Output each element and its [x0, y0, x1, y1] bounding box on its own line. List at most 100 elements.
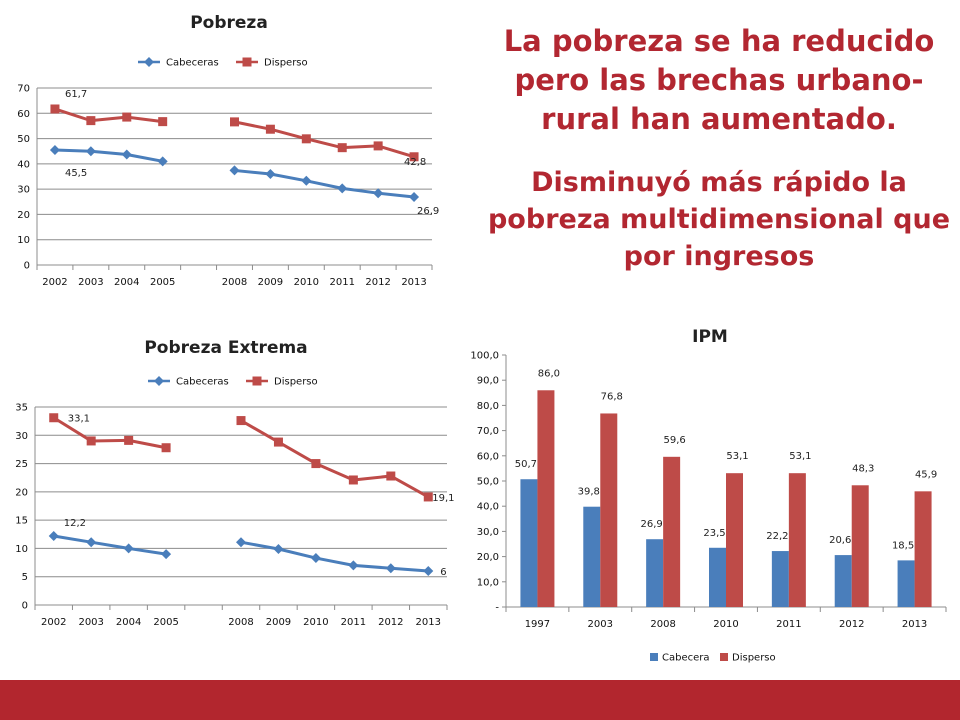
chart-title: Pobreza [190, 13, 268, 33]
series-line [54, 107, 163, 124]
data-point [49, 144, 60, 155]
x-tick-label: 2009 [258, 277, 283, 288]
x-tick-label: 2010 [294, 277, 319, 288]
y-tick-label: 15 [15, 516, 28, 527]
data-point [409, 152, 419, 162]
gridlines [35, 406, 447, 606]
y-tick-label: - [495, 603, 499, 614]
data-point [48, 530, 59, 541]
data-point [301, 134, 311, 144]
bar [914, 491, 932, 607]
legend-entry: Cabeceras [166, 58, 219, 69]
data-label: 26,9 [641, 519, 663, 530]
legend-entry: Disperso [274, 377, 318, 388]
bar [897, 560, 915, 607]
data-label: 33,1 [68, 414, 90, 425]
legend-marker [154, 376, 164, 386]
bar [726, 473, 743, 607]
data-point [423, 566, 434, 577]
y-tick-label: 10 [15, 544, 28, 555]
chart-ipm-svg: IPM - 10,0 20,0 30,0 40,0 50,0 60,0 70,0 80,0 90,0… [470, 327, 947, 664]
x-tick-label: 2011 [776, 619, 801, 630]
y-tick-label: 25 [15, 459, 28, 470]
data-label: 48,3 [852, 463, 874, 474]
data-label: 26,9 [417, 206, 439, 217]
chart-ipm: IPM - 10,0 20,0 30,0 40,0 50,0 60,0 70,0 80,0 90,0… [462, 315, 960, 670]
data-label: 76,8 [601, 391, 623, 402]
x-tick-label: 2008 [228, 617, 253, 628]
data-label: 45,9 [915, 469, 937, 480]
data-label: 23,5 [703, 528, 725, 539]
x-tick-label: 2003 [78, 617, 103, 628]
bar [663, 456, 681, 607]
data-point [161, 443, 171, 453]
y-tick-label: 50,0 [477, 477, 499, 488]
y-tick-label: 60 [17, 109, 30, 120]
y-tick-label: 70 [17, 84, 30, 95]
data-label: 42,8 [404, 157, 426, 168]
x-tick-label: 2010 [713, 619, 738, 630]
data-point [386, 471, 396, 481]
data-point [86, 116, 96, 126]
x-tick-label: 1997 [525, 619, 550, 630]
data-point [50, 104, 60, 114]
data-label: 45,5 [65, 168, 87, 179]
y-tick-label: 20,0 [477, 552, 499, 563]
x-tick-label: 2013 [902, 619, 927, 630]
legend-entry: Cabeceras [176, 377, 229, 388]
x-tick-label: 2004 [114, 277, 139, 288]
data-point [236, 416, 246, 426]
x-tick-label: 2009 [266, 617, 291, 628]
x-tick-label: 2002 [41, 617, 66, 628]
y-tick-label: 60,0 [477, 451, 499, 462]
data-point [265, 124, 275, 134]
data-point [310, 553, 321, 564]
legend-marker [144, 57, 154, 67]
y-tick-label: 10 [17, 235, 30, 246]
data-label: 6 [440, 567, 446, 578]
x-tick-label: 2012 [378, 617, 403, 628]
x-tick-label: 2013 [401, 277, 426, 288]
data-label: 19,1 [432, 493, 454, 504]
series-cabeceras: 12,26 [48, 518, 447, 578]
x-tick-label: 2011 [330, 277, 355, 288]
x-tick-label: 2003 [588, 619, 613, 630]
series-cabeceras: 45,5 26,9 [49, 144, 439, 217]
data-point [348, 560, 359, 571]
data-point [409, 191, 420, 202]
x-tick-label: 2005 [150, 277, 175, 288]
data-label: 86,0 [538, 368, 560, 379]
series-disperso: 61,7 42,8 [50, 89, 426, 168]
chart-pobreza-svg: Pobreza 0 10 20 30 40 50 60 70 2002 2003 2004 2005 20… [17, 13, 439, 288]
data-label: 18,5 [892, 540, 914, 551]
y-tick-label: 70,0 [477, 426, 499, 437]
headline-pobreza-reducida: La pobreza se ha reducido pero las brech… [503, 24, 935, 136]
gridlines [37, 87, 432, 266]
chart-pobreza: Pobreza 0 10 20 30 40 50 60 70 2002 2003 2004 2005 20… [0, 0, 460, 300]
y-tick-label: 30,0 [477, 527, 499, 538]
data-point [121, 149, 132, 160]
bar [520, 479, 538, 607]
series-line [240, 419, 430, 499]
legend-swatch [650, 653, 658, 661]
data-point [385, 563, 396, 574]
series-cabecera: 50,7 39,8 26,9 23,5 22,2 20,6 18,5 [515, 459, 915, 607]
x-tick-label: 2012 [365, 277, 390, 288]
y-tick-label: 0 [24, 261, 30, 272]
y-tick-label: 5 [22, 572, 28, 583]
data-label: 61,7 [65, 89, 87, 100]
data-point [337, 183, 348, 194]
data-point [265, 168, 276, 179]
data-point [157, 156, 168, 167]
bar [788, 473, 806, 607]
series-line [53, 534, 167, 556]
y-tick-label: 35 [15, 403, 28, 414]
series-line [234, 120, 415, 159]
bar [646, 539, 664, 607]
data-point [86, 436, 96, 446]
data-point [348, 475, 358, 485]
chart-title: IPM [692, 327, 728, 347]
data-point [86, 537, 97, 548]
legend-entry: Cabecera [662, 653, 710, 664]
y-tick-label: 80,0 [477, 401, 499, 412]
